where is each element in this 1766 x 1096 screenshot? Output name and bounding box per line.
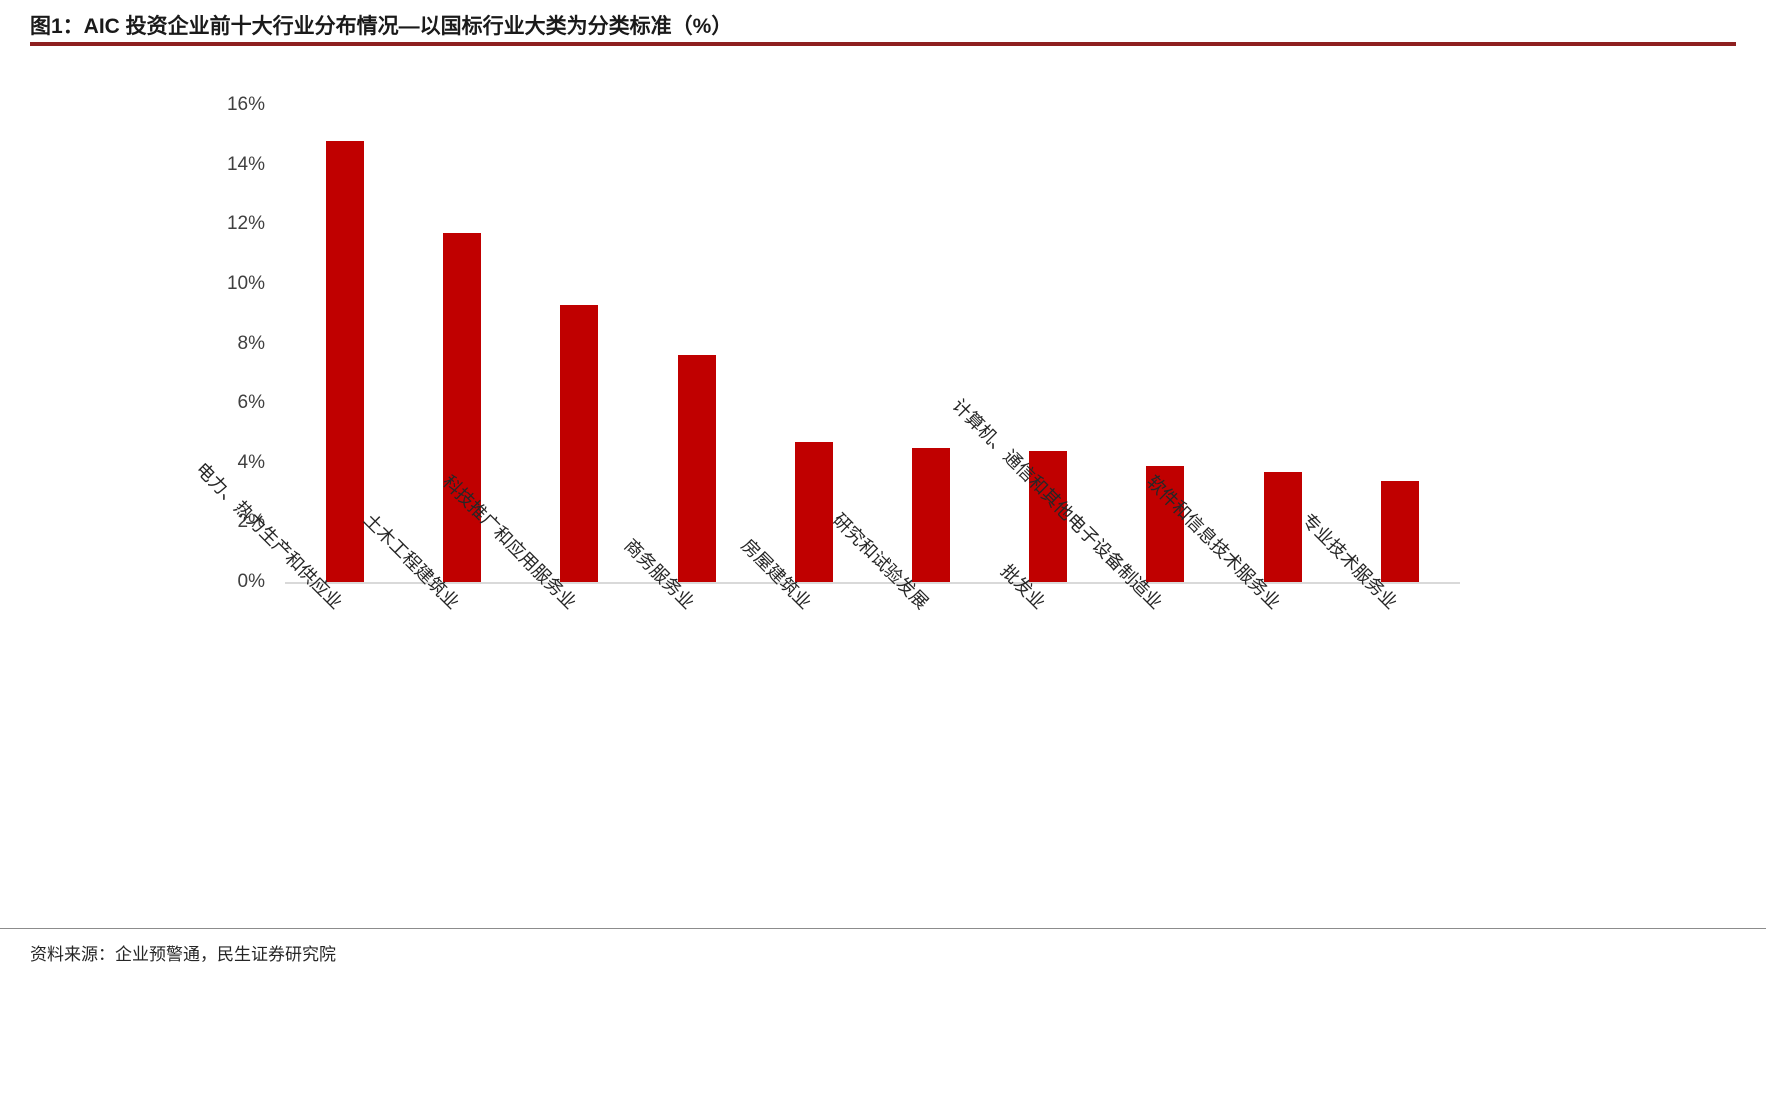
footer-divider	[0, 928, 1766, 929]
y-axis-tick-label: 16%	[226, 94, 265, 115]
y-axis-tick-label: 4%	[237, 451, 265, 473]
y-axis-tick-label: 14%	[226, 153, 265, 175]
figure-title: 图1：AIC 投资企业前十大行业分布情况—以国标行业大类为分类标准（%）	[30, 15, 733, 38]
title-underline	[30, 42, 1736, 46]
bar	[1380, 480, 1419, 582]
bar	[1146, 465, 1185, 582]
bar	[443, 233, 482, 582]
y-axis-tick-label: 8%	[237, 332, 265, 354]
y-axis-tick-label: 2%	[237, 511, 265, 533]
bar	[677, 355, 716, 582]
bar	[326, 140, 364, 582]
y-axis-tick-label: 12%	[226, 213, 265, 235]
bar	[1263, 471, 1302, 582]
bar	[560, 304, 599, 582]
source-note: 资料来源：企业预警通，民生证券研究院	[30, 945, 336, 964]
bar	[1029, 450, 1068, 582]
x-axis-line	[285, 582, 1460, 584]
y-axis-tick-label: 0%	[237, 571, 265, 592]
bar	[912, 447, 950, 582]
y-axis-tick-label: 6%	[237, 392, 265, 414]
bar	[794, 441, 833, 582]
y-axis-tick-label: 10%	[226, 272, 265, 294]
